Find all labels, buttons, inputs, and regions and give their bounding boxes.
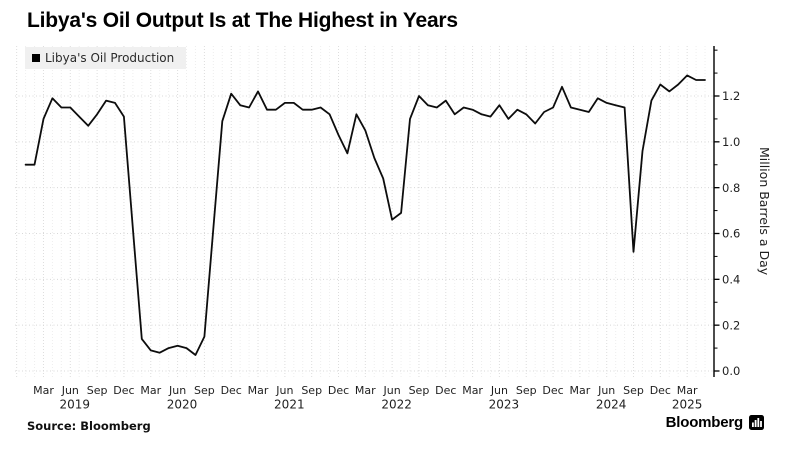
- x-axis-tick-label: Sep: [301, 384, 322, 397]
- x-axis-tick-label: Mar: [462, 384, 483, 397]
- y-axis-tick-label: 0.6: [722, 227, 740, 241]
- x-axis-tick-label: Jun: [275, 384, 293, 397]
- bloomberg-logo-text: Bloomberg: [665, 414, 744, 431]
- bar-chart-icon: [749, 415, 764, 430]
- x-axis-tick-label: Mar: [33, 384, 54, 397]
- x-axis-tick-label: Mar: [355, 384, 376, 397]
- x-axis-tick-label: Dec: [435, 384, 456, 397]
- x-axis-year-label: 2025: [672, 398, 703, 412]
- x-axis-year-label: 2021: [274, 398, 305, 412]
- y-axis-tick-label: 0.2: [722, 318, 740, 332]
- legend-item[interactable]: Libya's Oil Production: [25, 47, 187, 69]
- x-axis-year-label: 2024: [596, 398, 627, 412]
- x-axis-tick-label: Sep: [409, 384, 430, 397]
- bloomberg-logo: Bloomberg: [666, 414, 764, 431]
- series-line-libya-oil-production: [24, 74, 706, 356]
- x-axis-tick-label: Jun: [168, 384, 186, 397]
- x-axis-tick-label: Mar: [569, 384, 590, 397]
- x-axis-tick-label: Jun: [383, 384, 401, 397]
- x-axis-tick-label: Sep: [623, 384, 644, 397]
- y-axis-tick-label: 1.0: [722, 135, 740, 149]
- chart-title: Libya's Oil Output Is at The Highest in …: [27, 9, 458, 32]
- x-axis-year-label: 2023: [489, 398, 520, 412]
- y-axis-title: Million Barrels a Day: [757, 146, 772, 276]
- x-axis-tick-label: Sep: [87, 384, 108, 397]
- x-axis-tick-label: Dec: [650, 384, 671, 397]
- source-note: Source: Bloomberg: [27, 419, 151, 433]
- x-axis-tick-label: Mar: [248, 384, 269, 397]
- legend-swatch-icon: [32, 54, 40, 62]
- x-axis-tick-label: Jun: [597, 384, 615, 397]
- x-axis-tick-label: Dec: [328, 384, 349, 397]
- x-axis-tick-label: Jun: [61, 384, 79, 397]
- x-axis-year-label: 2022: [381, 398, 412, 412]
- x-axis-tick-label: Jun: [490, 384, 508, 397]
- y-axis-tick-label: 0.4: [722, 273, 740, 287]
- legend-label: Libya's Oil Production: [45, 51, 175, 65]
- y-axis-tick-label: 0.8: [722, 181, 740, 195]
- x-axis-tick-label: Mar: [140, 384, 161, 397]
- x-axis-tick-label: Dec: [221, 384, 242, 397]
- x-axis-year-label: 2019: [59, 398, 90, 412]
- x-axis-tick-label: Dec: [113, 384, 134, 397]
- y-axis-tick-label: 0.0: [722, 364, 740, 378]
- y-axis-tick-label: 1.2: [722, 89, 740, 103]
- x-axis-tick-label: Sep: [194, 384, 215, 397]
- x-axis-tick-label: Dec: [542, 384, 563, 397]
- x-axis-tick-label: Sep: [516, 384, 537, 397]
- x-axis-year-label: 2020: [167, 398, 198, 412]
- x-axis-tick-label: Mar: [677, 384, 698, 397]
